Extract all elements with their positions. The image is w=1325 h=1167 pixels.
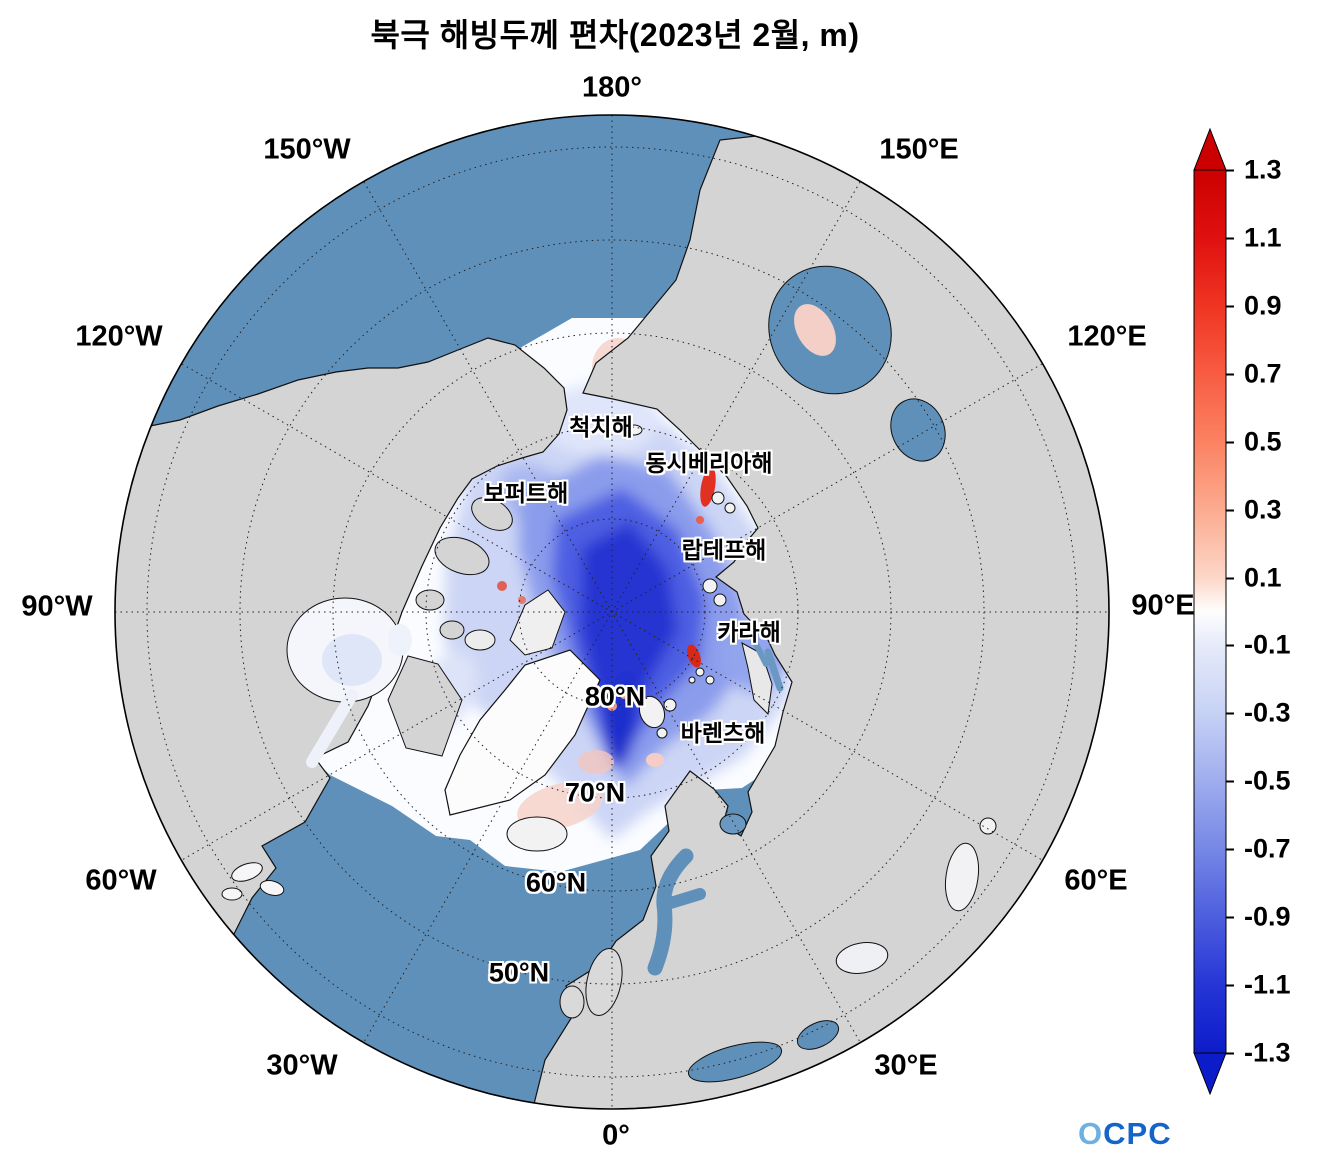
tick-mark: [1226, 169, 1234, 171]
colorbar-tick-label: -0.3: [1244, 697, 1291, 728]
ocpc-logo-text: CPC: [1103, 1116, 1172, 1151]
tick-mark: [1226, 848, 1234, 850]
colorbar-tick-label: 0.1: [1244, 562, 1282, 593]
colorbar-tick: -0.5: [1226, 765, 1291, 797]
tick-mark: [1226, 1052, 1234, 1054]
lon-label-30w: 30°W: [266, 1049, 338, 1082]
colorbar-tick-label: -1.1: [1244, 969, 1291, 1000]
lat-label-80n: 80°N: [584, 681, 646, 712]
colorbar-tick-label: 1.1: [1244, 222, 1282, 253]
colorbar-tick: -1.1: [1226, 969, 1291, 1001]
tick-mark: [1226, 373, 1234, 375]
colorbar-tick: -0.3: [1226, 697, 1291, 729]
colorbar-tick: -1.3: [1226, 1037, 1291, 1069]
colorbar-tick-label: 0.5: [1244, 426, 1282, 457]
tick-mark: [1226, 305, 1234, 307]
colorbar: 1.3 1.1 0.9 0.7 0.5 0.3 0.1 -0.1 -0.3 -0…: [1190, 128, 1325, 1095]
lon-label-120e: 120°E: [1067, 320, 1147, 353]
lat-label-70n: 70°N: [564, 777, 626, 808]
colorbar-tick: -0.9: [1226, 901, 1291, 933]
tick-mark: [1226, 712, 1234, 714]
sea-label-barents: 바렌츠해: [680, 720, 766, 746]
tick-mark: [1226, 441, 1234, 443]
colorbar-down-arrow: [1193, 1052, 1227, 1095]
figure-title: 북극 해빙두께 편차(2023년 2월, m): [370, 17, 860, 53]
tick-mark: [1226, 237, 1234, 239]
tick-mark: [1226, 780, 1234, 782]
colorbar-tick: 0.5: [1226, 426, 1282, 458]
colorbar-tick: 1.3: [1226, 154, 1282, 186]
colorbar-tick-label: 1.3: [1244, 154, 1282, 185]
colorbar-up-arrow: [1193, 128, 1227, 171]
colorbar-tick-label: 0.7: [1244, 358, 1282, 389]
sea-label-east-siberian: 동시베리아해: [645, 450, 773, 476]
land-arctic-islands: [387, 497, 566, 757]
sea-label-beaufort: 보퍼트해: [483, 480, 569, 506]
colorbar-tick-label: -1.3: [1244, 1037, 1291, 1068]
tick-mark: [1226, 509, 1234, 511]
colorbar-tick: -0.1: [1226, 629, 1291, 661]
colorbar-tick: 0.7: [1226, 358, 1282, 390]
colorbar-tick-label: 0.3: [1244, 494, 1282, 525]
sea-label-chukchi: 척치해: [569, 414, 633, 440]
lon-label-150e: 150°E: [879, 133, 959, 166]
sea-label-kara: 카라해: [717, 619, 781, 645]
graticule: [115, 115, 1109, 1109]
colorbar-tick: 0.9: [1226, 290, 1282, 322]
interior-seas: [221, 265, 997, 1083]
tick-mark: [1226, 577, 1234, 579]
small-islands: [506, 424, 773, 1019]
colorbar-tick-label: -0.1: [1244, 629, 1291, 660]
land-greenland: [444, 649, 601, 816]
lon-label-60e: 60°E: [1064, 864, 1128, 897]
lon-label-30e: 30°E: [874, 1049, 938, 1082]
lon-label-60w: 60°W: [85, 864, 157, 897]
lon-label-90w: 90°W: [21, 590, 93, 623]
tick-mark: [1226, 984, 1234, 986]
colorbar-tick: -0.7: [1226, 833, 1291, 865]
sea-label-laptev: 랍테프해: [681, 537, 767, 563]
lon-label-120w: 120°W: [75, 320, 163, 353]
ocpc-logo: OCPC: [1078, 1116, 1172, 1152]
lat-label-60n: 60°N: [525, 867, 587, 898]
colorbar-tick: 0.3: [1226, 494, 1282, 526]
colorbar-tick: 1.1: [1226, 222, 1282, 254]
tick-mark: [1226, 644, 1234, 646]
lon-label-150w: 150°W: [263, 133, 351, 166]
lon-label-180: 180°: [582, 71, 642, 104]
lat-label-50n: 50°N: [488, 957, 550, 988]
ocpc-logo-mark: O: [1078, 1116, 1104, 1151]
map-border: [114, 114, 1110, 1110]
tick-mark: [1226, 916, 1234, 918]
colorbar-tick-label: -0.7: [1244, 833, 1291, 864]
colorbar-tick-label: -0.9: [1244, 901, 1291, 932]
colorbar-gradient: [1193, 128, 1227, 1095]
colorbar-tick-label: 0.9: [1244, 290, 1282, 321]
colorbar-tick-label: -0.5: [1244, 765, 1291, 796]
lon-label-0: 0°: [602, 1119, 630, 1152]
colorbar-tick: 0.1: [1226, 562, 1282, 594]
lon-label-90e: 90°E: [1131, 589, 1195, 622]
